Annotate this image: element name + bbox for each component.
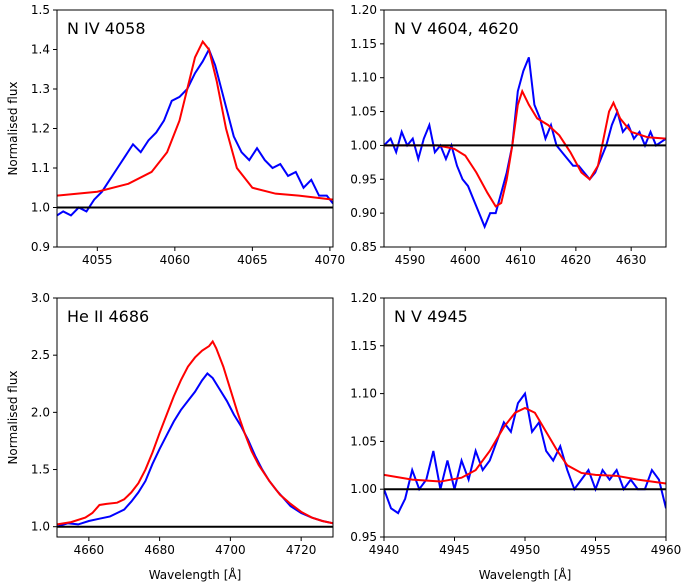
x-tick-label: 4070 [315,253,346,267]
panel-title: N IV 4058 [67,19,146,38]
plot-area [384,391,666,515]
y-tick-label: 1.00 [350,138,377,152]
x-axis-label: Wavelength [Å] [479,567,572,582]
y-tick-label: 1.05 [350,434,377,448]
y-axis-label: Normalised flux [6,370,20,464]
y-tick-label: 1.10 [350,387,377,401]
y-tick-label: 1.20 [350,291,377,305]
axes-frame [56,9,334,248]
axes-frame [383,297,667,538]
y-tick-label: 2.0 [31,405,50,419]
y-tick-label: 0.90 [350,206,377,220]
y-tick-label: 0.9 [31,240,50,254]
y-tick-label: 3.0 [31,291,50,305]
x-tick-label: 4620 [561,253,592,267]
y-tick-label: 1.5 [31,463,50,477]
x-tick-label: 4630 [616,253,647,267]
panel-title: N V 4604, 4620 [394,19,519,38]
x-tick-label: 4720 [286,543,317,557]
spectrum-line [57,39,333,201]
y-tick-label: 2.5 [31,348,50,362]
y-tick-label: 1.15 [350,37,377,51]
spectrum-line [384,406,666,485]
y-tick-label: 0.95 [350,530,377,544]
x-tick-label: 4960 [651,543,682,557]
spectrum-line [57,339,333,526]
x-tick-label: 4590 [395,253,426,267]
y-tick-label: 1.3 [31,82,50,96]
x-tick-label: 4600 [450,253,481,267]
plot-area [57,39,333,217]
y-tick-label: 1.20 [350,3,377,17]
x-tick-label: 4060 [160,253,191,267]
plot-area [57,339,333,528]
y-tick-label: 1.10 [350,71,377,85]
x-tick-label: 4940 [369,543,400,557]
panel-title: He II 4686 [67,307,149,326]
y-tick-label: 1.0 [31,520,50,534]
axes-frame [383,9,667,248]
x-tick-label: 4660 [74,543,105,557]
x-tick-label: 4700 [215,543,246,557]
x-tick-label: 4610 [505,253,536,267]
panel-title: N V 4945 [394,307,468,326]
x-tick-label: 4680 [144,543,175,557]
y-tick-label: 1.00 [350,482,377,496]
spectrum-line [384,57,666,230]
y-tick-label: 1.2 [31,122,50,136]
y-tick-label: 1.1 [31,161,50,175]
y-tick-label: 1.5 [31,3,50,17]
y-tick-label: 1.15 [350,339,377,353]
x-axis-label: Wavelength [Å] [149,567,242,582]
plot-area [384,57,666,230]
y-tick-label: 1.05 [350,105,377,119]
x-tick-label: 4945 [439,543,470,557]
x-tick-label: 4950 [510,543,541,557]
y-tick-label: 0.95 [350,172,377,186]
y-tick-label: 1.4 [31,43,50,57]
x-tick-label: 4065 [237,253,268,267]
x-tick-label: 4055 [82,253,113,267]
y-tick-label: 0.85 [350,240,377,254]
spectrum-line [384,88,666,208]
y-axis-label: Normalised flux [6,81,20,175]
axes-frame [56,297,334,538]
spectrum-line [384,391,666,515]
y-tick-label: 1.0 [31,201,50,215]
x-tick-label: 4955 [580,543,611,557]
